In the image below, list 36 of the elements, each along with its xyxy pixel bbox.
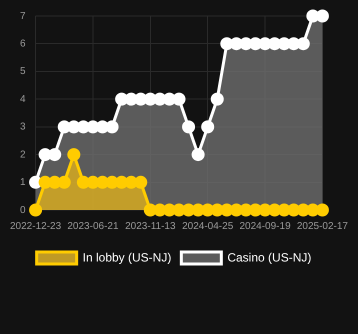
y-tick-label: 5 (20, 66, 26, 78)
point (248, 204, 262, 216)
point (134, 176, 148, 189)
point (67, 148, 80, 162)
x-tick-label: 2025-02-17 (296, 220, 348, 232)
y-tick-label: 7 (20, 10, 26, 22)
point (182, 120, 196, 134)
x-tick-label: 2024-04-25 (182, 220, 234, 232)
y-tick-label: 2 (20, 149, 26, 160)
x-tick-label: 2023-06-21 (67, 220, 119, 232)
y-tick-label: 0 (20, 204, 26, 216)
point (192, 204, 205, 216)
point (296, 37, 310, 50)
point (172, 92, 186, 106)
y-tick-label: 6 (20, 38, 26, 50)
y-tick-label: 3 (20, 122, 26, 133)
point (210, 92, 224, 106)
point (201, 120, 214, 134)
legend-label: Casino (US-NJ) (227, 250, 312, 264)
point (268, 204, 282, 216)
x-tick-label: 2022-12-23 (10, 220, 62, 232)
point (29, 204, 42, 216)
point (316, 204, 329, 216)
x-tick-label: 2023-11-13 (125, 220, 176, 232)
x-tick-label: 2024-09-19 (239, 220, 292, 232)
point (58, 176, 71, 189)
point (106, 120, 119, 134)
point (48, 148, 62, 162)
point (48, 176, 62, 189)
y-tick-label: 4 (20, 94, 26, 105)
point (124, 92, 138, 106)
point (38, 148, 52, 162)
legend-label: In lobby (US-NJ) (82, 250, 172, 264)
point (192, 148, 205, 162)
y-tick-label: 1 (20, 177, 26, 188)
point (316, 10, 329, 22)
